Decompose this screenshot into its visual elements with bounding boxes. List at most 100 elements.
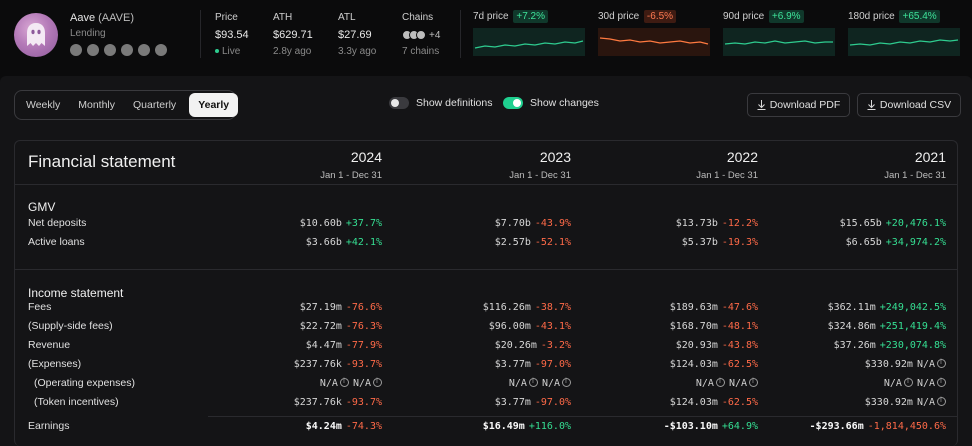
- info-icon[interactable]: [749, 377, 758, 387]
- ghost-icon: [27, 23, 45, 46]
- tool-icon[interactable]: [70, 44, 82, 56]
- sparkline-7d[interactable]: 7d price +7.2%: [473, 10, 585, 58]
- info-icon[interactable]: [339, 377, 349, 387]
- table-cell: $362.11m +249,042.5%: [828, 302, 946, 313]
- chain-icon: [416, 30, 426, 41]
- cell-change: -97.0%: [534, 359, 571, 370]
- year-column-2022: 2022 Jan 1 - Dec 31: [598, 149, 758, 181]
- table-cell: N/A N/A: [320, 377, 382, 389]
- earnings-divider: [208, 416, 957, 417]
- cell-value: $124.03m: [669, 359, 718, 370]
- year-label: 2024: [350, 149, 382, 165]
- stat-price-live: Live: [215, 46, 249, 57]
- cell-change: -76.6%: [345, 302, 382, 313]
- download-icon: [867, 100, 876, 110]
- show-definitions-toggle[interactable]: Show definitions: [389, 97, 492, 109]
- discord-icon[interactable]: [121, 44, 133, 56]
- cell-change: -12.2%: [721, 218, 758, 229]
- telegram-icon[interactable]: [138, 44, 150, 56]
- cell-value: -$293.66m: [809, 421, 864, 432]
- sparkline-30d-label: 30d price -6.5%: [598, 10, 710, 23]
- period-monthly[interactable]: Monthly: [78, 99, 115, 111]
- download-pdf-label: Download PDF: [769, 99, 841, 111]
- info-icon[interactable]: [715, 377, 725, 387]
- info-icon[interactable]: [937, 396, 946, 406]
- section-divider: [15, 269, 957, 270]
- download-pdf-button[interactable]: Download PDF: [747, 93, 850, 117]
- cell-change: -76.3%: [345, 321, 382, 332]
- project-name: Aave (AAVE): [70, 12, 134, 24]
- sparkline-30d-title: 30d price: [598, 11, 640, 22]
- toggle-switch-on[interactable]: [503, 97, 523, 109]
- row-label: (Supply-side fees): [28, 320, 113, 332]
- info-icon[interactable]: [528, 377, 538, 387]
- cell-change: -3.2%: [540, 340, 571, 351]
- cell-value: N/A: [695, 378, 714, 389]
- stat-chains: Chains +4 7 chains: [402, 12, 440, 57]
- twitter-icon[interactable]: [104, 44, 116, 56]
- sparkline-30d-chart: [598, 28, 710, 56]
- period-weekly[interactable]: Weekly: [26, 99, 61, 111]
- row-label: Fees: [28, 301, 52, 313]
- table-cell: $4.47m -77.9%: [306, 340, 382, 351]
- cell-value: $116.26m: [482, 302, 531, 313]
- stat-atl: ATL $27.69 3.3y ago: [338, 12, 376, 57]
- sparkline-30d[interactable]: 30d price -6.5%: [598, 10, 710, 58]
- stat-ath-value: $629.71: [273, 29, 313, 41]
- cell-change: +37.7%: [345, 218, 382, 229]
- row-label: Earnings: [28, 420, 70, 432]
- cell-change: -38.7%: [534, 302, 571, 313]
- download-icon: [757, 100, 766, 110]
- info-icon[interactable]: [562, 377, 571, 387]
- table-cell: $189.63m -47.6%: [670, 302, 758, 313]
- info-icon[interactable]: [937, 358, 946, 368]
- project-category: Lending: [70, 28, 106, 39]
- cell-change: N/A: [916, 397, 935, 408]
- financial-statement-table: Financial statement 2024 Jan 1 - Dec 31 …: [14, 140, 958, 446]
- cell-value: $7.70b: [494, 218, 531, 229]
- table-cell: $3.77m -97.0%: [495, 397, 571, 408]
- row-label: Revenue: [28, 339, 71, 351]
- cell-value: $20.26m: [494, 340, 537, 351]
- cell-value: $22.72m: [299, 321, 342, 332]
- period-quarterly[interactable]: Quarterly: [133, 99, 177, 111]
- cell-value: $330.92m: [864, 359, 913, 370]
- globe-icon[interactable]: [155, 44, 167, 56]
- table-cell: $13.73b -12.2%: [676, 218, 758, 229]
- table-cell: $237.76k -93.7%: [294, 359, 382, 370]
- sparkline-90d[interactable]: 90d price +6.9%: [723, 10, 835, 58]
- table-cell: $10.60b +37.7%: [300, 218, 382, 229]
- period-yearly[interactable]: Yearly: [189, 93, 239, 117]
- info-icon[interactable]: [373, 377, 382, 387]
- cell-value: $2.57b: [494, 237, 531, 248]
- info-icon[interactable]: [937, 377, 946, 387]
- stat-ath: ATH $629.71 2.8y ago: [273, 12, 313, 57]
- show-changes-toggle[interactable]: Show changes: [503, 97, 599, 109]
- sparkline-180d[interactable]: 180d price +65.4%: [848, 10, 960, 58]
- sparkline-180d-chart: [848, 28, 960, 56]
- live-dot-icon: [215, 49, 219, 54]
- table-header: Financial statement 2024 Jan 1 - Dec 31 …: [15, 141, 957, 185]
- download-csv-button[interactable]: Download CSV: [857, 93, 961, 117]
- sparkline-180d-title: 180d price: [848, 11, 895, 22]
- toggle-switch-off[interactable]: [389, 97, 409, 109]
- cell-change: -43.8%: [721, 340, 758, 351]
- cell-value: -$103.10m: [663, 421, 718, 432]
- stat-chains-value[interactable]: +4: [402, 29, 440, 41]
- year-label: 2021: [914, 149, 946, 165]
- stat-atl-sub: 3.3y ago: [338, 46, 377, 57]
- cell-value: $168.70m: [669, 321, 718, 332]
- year-label: 2022: [726, 149, 758, 165]
- github-icon[interactable]: [87, 44, 99, 56]
- cell-value: $20.93m: [675, 340, 718, 351]
- stat-price-value: $93.54: [215, 29, 249, 41]
- info-icon[interactable]: [903, 377, 913, 387]
- table-cell: $330.92m N/A: [865, 396, 946, 408]
- table-cell: $16.49m +116.0%: [483, 421, 571, 432]
- cell-change: +64.9%: [721, 421, 758, 432]
- table-cell: $324.86m +251,419.4%: [828, 321, 946, 332]
- table-cell: $4.24m -74.3%: [306, 421, 382, 432]
- cell-change: -52.1%: [534, 237, 571, 248]
- table-cell: $37.26m +230,074.8%: [834, 340, 946, 351]
- stat-chains-label: Chains: [402, 12, 434, 23]
